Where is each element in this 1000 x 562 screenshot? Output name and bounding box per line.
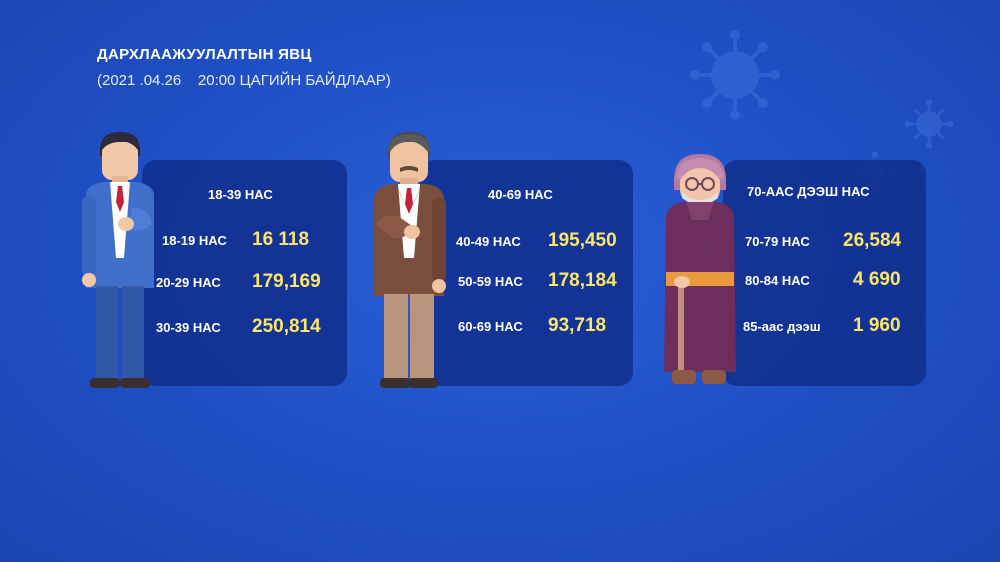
virus-icon	[690, 30, 780, 120]
row-value: 178,184	[548, 270, 617, 291]
row-value: 16 118	[252, 229, 310, 250]
row-value: 93,718	[548, 315, 607, 336]
group-heading: 70-ААС ДЭЭШ НАС	[747, 184, 870, 199]
row-value: 1 960	[853, 315, 901, 336]
group-heading: 40-69 НАС	[488, 187, 553, 202]
row-label: 70-79 НАС	[745, 234, 810, 249]
page-subtitle: (2021 .04.26 20:00 ЦАГИЙН БАЙДЛААР)	[97, 72, 391, 89]
row-label: 60-69 НАС	[458, 319, 523, 334]
age-group-card-18-39: 18-39 НАС 18-19 НАС 16 118 20-29 НАС 179…	[142, 160, 347, 386]
virus-icon-small	[905, 100, 953, 148]
row-label: 20-29 НАС	[156, 275, 221, 290]
row-value: 250,814	[252, 316, 321, 337]
row-value: 26,584	[843, 230, 902, 251]
age-group-card-70-plus: 70-ААС ДЭЭШ НАС 70-79 НАС 26,584 80-84 Н…	[723, 160, 926, 386]
row-label: 85-аас дээш	[743, 319, 821, 334]
young-man-illustration	[82, 132, 154, 388]
elderly-woman-illustration	[664, 154, 736, 384]
middle-aged-man-illustration	[374, 132, 446, 388]
row-label: 50-59 НАС	[458, 274, 523, 289]
row-label: 30-39 НАС	[156, 320, 221, 335]
age-group-card-40-69: 40-69 НАС 40-49 НАС 195,450 50-59 НАС 17…	[420, 160, 633, 386]
row-value: 4 690	[853, 269, 901, 290]
row-label: 18-19 НАС	[162, 233, 227, 248]
row-value: 179,169	[252, 271, 321, 292]
row-label: 80-84 НАС	[745, 273, 810, 288]
row-label: 40-49 НАС	[456, 234, 521, 249]
row-value: 195,450	[548, 230, 617, 251]
group-heading: 18-39 НАС	[208, 187, 273, 202]
page-title: ДАРХЛААЖУУЛАЛТЫН ЯВЦ	[97, 46, 312, 63]
